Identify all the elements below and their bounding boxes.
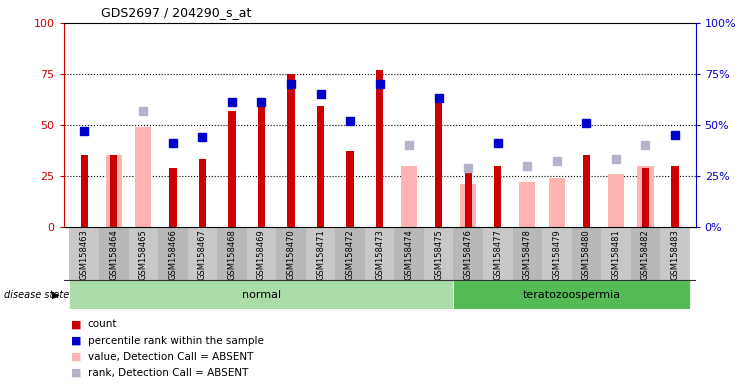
Bar (465, 166, 472, 227)
Bar (70, 227, 99, 280)
Text: GSM158482: GSM158482 (641, 229, 650, 280)
Bar (105, 156, 122, 227)
Bar (631, 227, 660, 280)
Text: ■: ■ (71, 368, 82, 378)
Bar (542, 227, 571, 280)
Text: GSM158468: GSM158468 (227, 229, 236, 280)
Text: GSM158476: GSM158476 (464, 229, 473, 280)
Bar (671, 166, 678, 227)
Bar (483, 227, 512, 280)
Text: GSM158463: GSM158463 (80, 229, 89, 280)
Text: disease state: disease state (4, 290, 69, 300)
Bar (306, 227, 335, 280)
Text: GSM158475: GSM158475 (434, 229, 443, 280)
Bar (519, 182, 536, 227)
Bar (571, 227, 601, 280)
Bar (317, 106, 324, 227)
Text: GSM158469: GSM158469 (257, 229, 266, 280)
Bar (637, 166, 654, 227)
Text: ■: ■ (71, 352, 82, 362)
Text: value, Detection Call = ABSENT: value, Detection Call = ABSENT (88, 352, 253, 362)
Bar (346, 151, 354, 227)
Text: GSM158472: GSM158472 (346, 229, 355, 280)
Bar (401, 166, 417, 227)
Text: GSM158464: GSM158464 (109, 229, 118, 280)
Bar (601, 227, 631, 280)
Text: teratozoospermia: teratozoospermia (523, 290, 621, 300)
Text: GSM158479: GSM158479 (552, 229, 561, 280)
Bar (199, 159, 206, 227)
Text: GSM158478: GSM158478 (523, 229, 532, 280)
Bar (70, 280, 453, 309)
Bar (258, 104, 265, 227)
Text: GSM158467: GSM158467 (198, 229, 207, 280)
Text: GSM158474: GSM158474 (405, 229, 414, 280)
Bar (394, 227, 424, 280)
Bar (228, 111, 236, 227)
Text: GSM158470: GSM158470 (286, 229, 295, 280)
Bar (110, 156, 117, 227)
Text: GDS2697 / 204290_s_at: GDS2697 / 204290_s_at (101, 6, 251, 19)
Bar (158, 227, 188, 280)
Text: rank, Detection Call = ABSENT: rank, Detection Call = ABSENT (88, 368, 248, 378)
Text: GSM158471: GSM158471 (316, 229, 325, 280)
Text: ■: ■ (71, 336, 82, 346)
Text: GSM158466: GSM158466 (168, 229, 177, 280)
Text: GSM158480: GSM158480 (582, 229, 591, 280)
Bar (376, 70, 383, 227)
Text: count: count (88, 319, 117, 329)
Bar (453, 227, 483, 280)
Text: GSM158483: GSM158483 (670, 229, 679, 280)
Bar (494, 166, 501, 227)
Text: GSM158477: GSM158477 (493, 229, 502, 280)
Bar (135, 127, 151, 227)
Bar (583, 156, 590, 227)
Bar (642, 167, 649, 227)
Bar (188, 227, 217, 280)
Bar (335, 227, 365, 280)
Text: GSM158465: GSM158465 (139, 229, 148, 280)
Bar (549, 178, 565, 227)
Bar (453, 280, 690, 309)
Bar (217, 227, 247, 280)
Bar (424, 227, 453, 280)
Text: percentile rank within the sample: percentile rank within the sample (88, 336, 263, 346)
Bar (129, 227, 158, 280)
Bar (608, 174, 624, 227)
Text: ▶: ▶ (52, 290, 60, 300)
Bar (287, 74, 295, 227)
Text: ■: ■ (71, 319, 82, 329)
Bar (276, 227, 306, 280)
Text: normal: normal (242, 290, 281, 300)
Bar (435, 100, 442, 227)
Bar (660, 227, 690, 280)
Bar (512, 227, 542, 280)
Bar (169, 167, 177, 227)
Bar (99, 227, 129, 280)
Bar (81, 156, 88, 227)
Text: GSM158473: GSM158473 (375, 229, 384, 280)
Text: GSM158481: GSM158481 (611, 229, 620, 280)
Bar (365, 227, 394, 280)
Bar (247, 227, 276, 280)
Bar (460, 184, 476, 227)
